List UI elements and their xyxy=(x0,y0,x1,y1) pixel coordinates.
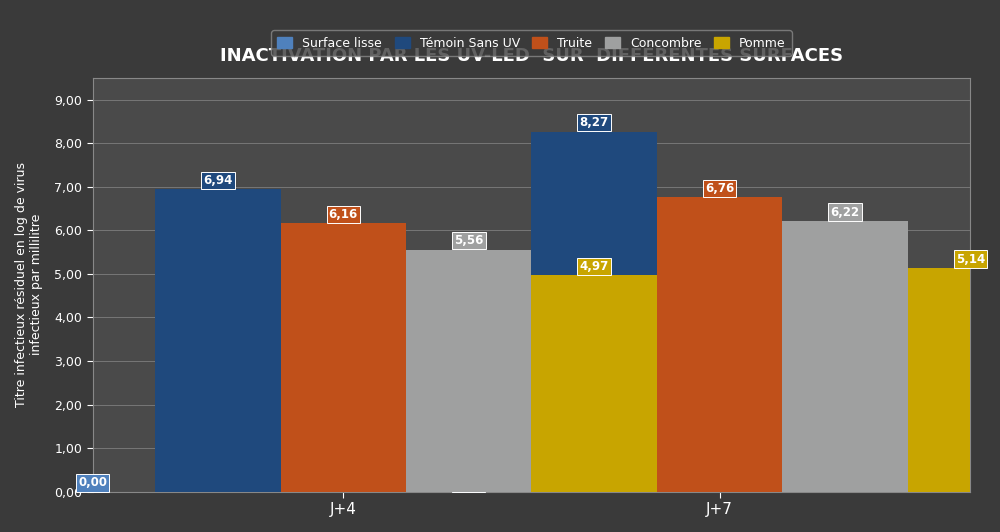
Y-axis label: Titre infectieux résiduel en log de virus
infectieux par millilitre: Titre infectieux résiduel en log de viru… xyxy=(15,162,43,408)
Text: 6,94: 6,94 xyxy=(203,174,233,187)
Bar xyxy=(657,197,782,492)
Bar xyxy=(281,223,406,492)
Text: 0,00: 0,00 xyxy=(78,477,107,489)
Bar xyxy=(531,275,657,492)
Text: 5,14: 5,14 xyxy=(956,253,985,265)
Text: 8,27: 8,27 xyxy=(580,117,609,129)
Text: 0,00: 0,00 xyxy=(454,477,483,489)
Bar xyxy=(531,131,657,492)
Bar xyxy=(155,189,281,492)
Title: INACTIVATION PAR LES UV-LED  SUR  DIFFÉRENTES SURFACES: INACTIVATION PAR LES UV-LED SUR DIFFÉREN… xyxy=(220,47,843,65)
Text: 6,76: 6,76 xyxy=(705,182,734,195)
Text: 6,16: 6,16 xyxy=(329,208,358,221)
Text: 5,56: 5,56 xyxy=(454,234,483,247)
Bar xyxy=(782,221,908,492)
Bar xyxy=(908,268,1000,492)
Bar xyxy=(406,250,531,492)
Legend: Surface lisse, Témoin Sans UV, Truite, Concombre, Pomme: Surface lisse, Témoin Sans UV, Truite, C… xyxy=(271,30,792,56)
Text: 4,97: 4,97 xyxy=(580,260,609,273)
Text: 6,22: 6,22 xyxy=(830,205,860,219)
